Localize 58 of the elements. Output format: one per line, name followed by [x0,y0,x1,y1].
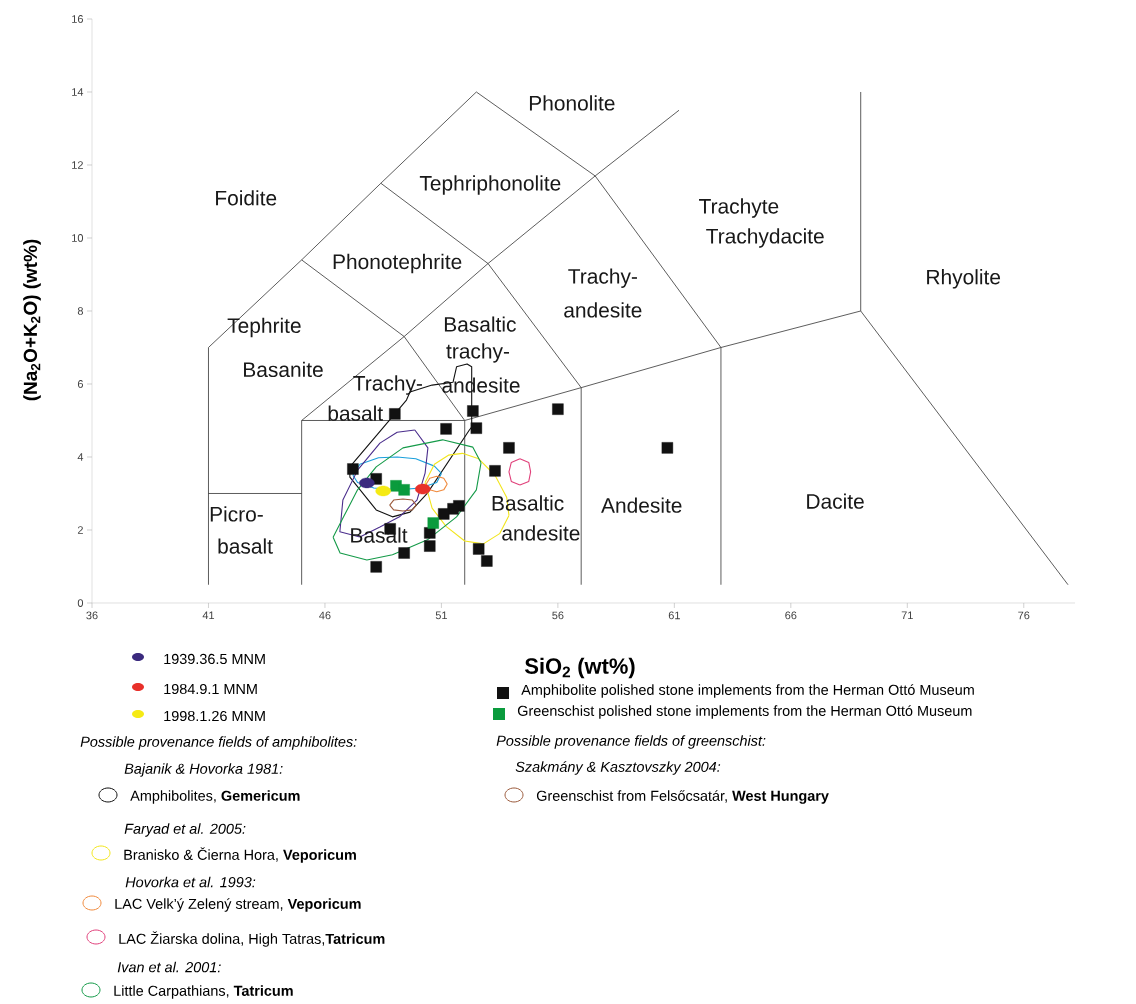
legend-label: 1984.9.1 MNM [164,683,257,695]
text: Possible provenance fields of amphibolites: [80,736,357,750]
annotation: Basaltic [444,316,516,332]
annotation: Phonotephrite [333,253,462,274]
y-tick-label: 16 [72,15,83,23]
annotation: Trachydacite [706,228,824,248]
x-tick-label: 36 [86,611,98,620]
annotation: Tephriphonolite [419,175,561,195]
legend-label: LAC Velk’ý Zelený stream, Veporicum [115,898,361,912]
legend-label: Amphibolite polished stone implements from the Herman Ottó Museum [521,684,974,698]
x-tick-label: 46 [319,611,331,620]
legend-label: Greenschist polished stone implements from the Herman Ottó Museum [517,705,972,719]
annotation: Basanite [244,361,323,378]
x-tick-label: 41 [202,611,215,620]
x-tick-label: 66 [785,611,797,620]
annotation: Foidite [216,190,277,206]
text: Hovorka et al. 1993: [125,876,256,888]
text: Bajanik & Hovorka 1981: [124,763,283,777]
annotation: Phonolite [529,95,615,111]
x-tick-label: 76 [1018,611,1030,620]
y-tick-label: 12 [72,161,83,169]
text: Possible provenance fields of greenschist: [496,735,766,749]
annotation: Picro- [210,506,263,522]
annotation: Trachy- [353,375,422,395]
y-tick-label: 8 [77,307,83,315]
y-tick-label: 0 [77,599,84,607]
annotation: Tephrite [227,317,301,338]
text: Szakmány & Kasztovszky 2004: [515,761,721,775]
legend-label: 1998.1.26 MNM [164,710,265,722]
x-tick-label: 56 [552,611,564,620]
y-tick-label: 10 [72,234,84,242]
y-tick-label: 6 [77,380,83,388]
annotation: basalt [218,538,273,554]
y-tick-label: 2 [77,526,83,534]
x-tick-label: 71 [901,611,913,620]
legend-label: 1939.36.5 MNM [164,653,265,665]
annotation: andesite [564,302,642,318]
annotation: Dacite [807,493,864,509]
legend-label: Branisko & Čierna Hora, Veporicum [124,847,356,863]
annotation: trachy- [446,343,510,363]
legend-label: Amphibolites, Gemericum [130,790,300,804]
legend-label: Little Carpathians, Tatricum [114,985,293,999]
annotation: Rhyolite [927,269,1001,289]
text: Ivan et al. 2001: [117,961,221,973]
y-axis-title: (Na$_{2}$O+K$_{2}$O) (wt%) [23,239,41,401]
legend-label: LAC Žiarska dolina, High Tatras,Tatricum [119,931,385,947]
x-tick-label: 61 [668,611,680,620]
annotation: Andesite [601,497,682,513]
annotation: Trachy- [568,268,637,288]
x-tick-label: 51 [435,611,447,620]
annotation: andesite [502,525,580,541]
text: Faryad et al. 2005: [124,823,246,837]
y-tick-label: 4 [77,453,84,461]
legend-label: Greenschist from Felsőcsatár, West Hungary [536,790,829,804]
annotation: Trachyte [699,198,779,218]
annotation: basalt [328,405,383,421]
y-tick-label: 14 [72,88,84,96]
x-axis-title: SiO$_{2}$ (wt%) [524,657,635,679]
